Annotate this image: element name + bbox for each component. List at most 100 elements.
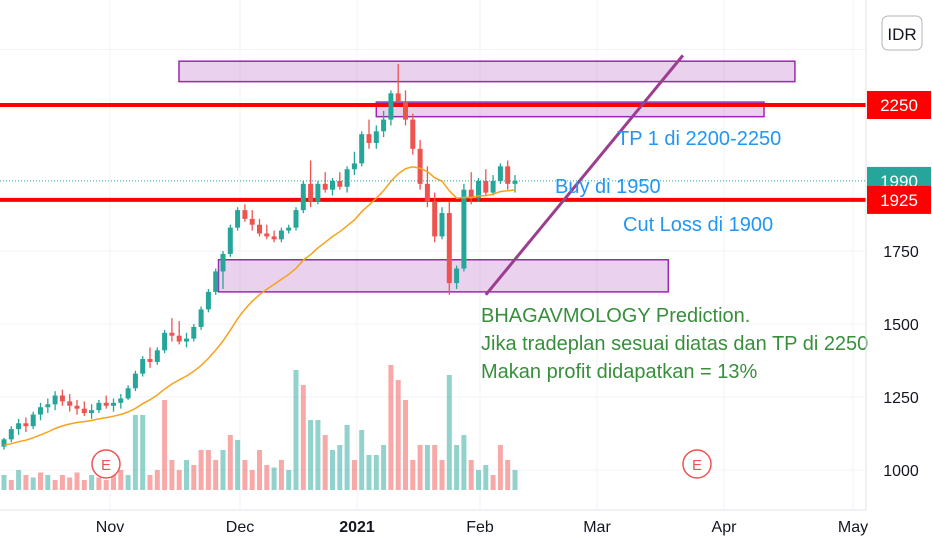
candle-body bbox=[300, 183, 306, 211]
time-tick-dec: Dec bbox=[226, 519, 254, 536]
candle-body bbox=[483, 180, 489, 193]
candle-body bbox=[330, 180, 335, 190]
volume-bar bbox=[366, 455, 372, 490]
volume-bar bbox=[293, 370, 299, 490]
volume-bar bbox=[23, 475, 29, 490]
volume-bar bbox=[169, 460, 175, 490]
zone-2 bbox=[217, 259, 670, 293]
candle-body bbox=[111, 402, 116, 406]
candle-body bbox=[38, 407, 43, 415]
candle-body bbox=[403, 102, 408, 120]
candle-body bbox=[424, 183, 430, 202]
price-axis[interactable]: 1000 1250 1500 1750 bbox=[865, 0, 919, 510]
volume-bar bbox=[154, 470, 160, 490]
candle-body bbox=[308, 183, 314, 202]
volume-bar bbox=[38, 472, 43, 490]
candle-body bbox=[242, 210, 248, 219]
volume-bar bbox=[198, 450, 204, 490]
volume-bar bbox=[103, 480, 109, 490]
price-label-1925: 1925 bbox=[880, 191, 918, 210]
candle-body bbox=[446, 213, 452, 284]
price-label-box-1925 bbox=[867, 185, 931, 214]
support-resistance-zones bbox=[178, 60, 796, 293]
volume-bar bbox=[184, 460, 189, 490]
volume-bar bbox=[278, 460, 284, 490]
volume-bar bbox=[249, 470, 255, 490]
candle-body bbox=[52, 395, 58, 405]
annotation-pred2: Jika tradeplan sesuai diatas dan TP di 2… bbox=[481, 333, 868, 355]
candle-body bbox=[454, 268, 460, 284]
price-tick-1000: 1000 bbox=[883, 463, 919, 480]
volume-bar bbox=[359, 430, 365, 490]
candle-body bbox=[125, 388, 131, 399]
candle-body bbox=[8, 429, 14, 440]
earnings-marker-label: E bbox=[101, 457, 111, 474]
volume-bar bbox=[140, 415, 146, 490]
volume-bar bbox=[388, 365, 394, 490]
volume-bar bbox=[432, 445, 438, 490]
volume-bar bbox=[16, 470, 22, 490]
volume-bar bbox=[235, 440, 241, 490]
volume-bar bbox=[111, 475, 116, 490]
candle-body bbox=[505, 166, 511, 184]
volume-bar bbox=[403, 400, 408, 490]
candle-body bbox=[461, 189, 467, 269]
volume-bar bbox=[461, 435, 467, 490]
trendline[interactable] bbox=[484, 54, 685, 296]
candle-body bbox=[490, 180, 496, 193]
currency-badge[interactable]: IDR bbox=[881, 15, 923, 51]
candle-body bbox=[227, 227, 233, 254]
candle-body bbox=[169, 332, 175, 336]
candle-body bbox=[67, 401, 73, 406]
volume-bar bbox=[512, 470, 518, 490]
candle-body bbox=[278, 230, 284, 240]
volume-bar bbox=[330, 450, 335, 490]
candle-body bbox=[468, 189, 474, 199]
volume-bar bbox=[483, 465, 489, 490]
candle-body bbox=[264, 233, 270, 237]
candle-body bbox=[74, 405, 80, 409]
volume-bar bbox=[220, 450, 226, 490]
earnings-marker-icon bbox=[91, 449, 121, 479]
volume-bar bbox=[45, 475, 51, 490]
volume-bar bbox=[176, 470, 182, 490]
volume-bar bbox=[8, 480, 14, 490]
candle-body bbox=[96, 402, 102, 411]
moving-average-line bbox=[3, 166, 516, 446]
candle-body bbox=[103, 402, 109, 406]
annotation-pred1: BHAGAVMOLOGY Prediction. bbox=[481, 305, 750, 327]
candle-body bbox=[315, 183, 321, 202]
candle-body bbox=[366, 134, 372, 143]
candle-body bbox=[257, 224, 262, 234]
volume-bar bbox=[59, 475, 65, 490]
candle-body bbox=[337, 180, 343, 187]
volume-bar bbox=[257, 450, 262, 490]
time-tick-2021: 2021 bbox=[339, 519, 375, 536]
time-tick-nov: Nov bbox=[96, 519, 124, 536]
volume-bar bbox=[439, 460, 445, 490]
annotation-tp: TP 1 di 2200-2250 bbox=[617, 128, 781, 150]
candle-body bbox=[30, 414, 36, 427]
volume-bar bbox=[410, 460, 416, 490]
candle-body bbox=[198, 309, 204, 327]
candle-body bbox=[140, 359, 146, 374]
volume-bar bbox=[205, 450, 211, 490]
volume-bar bbox=[424, 445, 430, 490]
time-axis[interactable]: Nov Dec 2021 Feb Mar Apr May bbox=[0, 509, 868, 536]
volume-bar bbox=[132, 415, 138, 490]
volume-bar bbox=[81, 480, 87, 490]
volume-bar bbox=[308, 420, 314, 490]
volume-bar bbox=[242, 460, 248, 490]
candle-body bbox=[220, 253, 226, 272]
candle-body bbox=[432, 201, 438, 237]
volume-bar bbox=[125, 475, 131, 490]
candle-body bbox=[439, 213, 445, 237]
price-label-box-2250 bbox=[867, 91, 931, 119]
candle-body bbox=[1, 439, 7, 447]
candle-body bbox=[395, 93, 401, 103]
volume-bar bbox=[381, 445, 387, 490]
volume-bar bbox=[468, 460, 474, 490]
volume-bar bbox=[351, 460, 357, 490]
